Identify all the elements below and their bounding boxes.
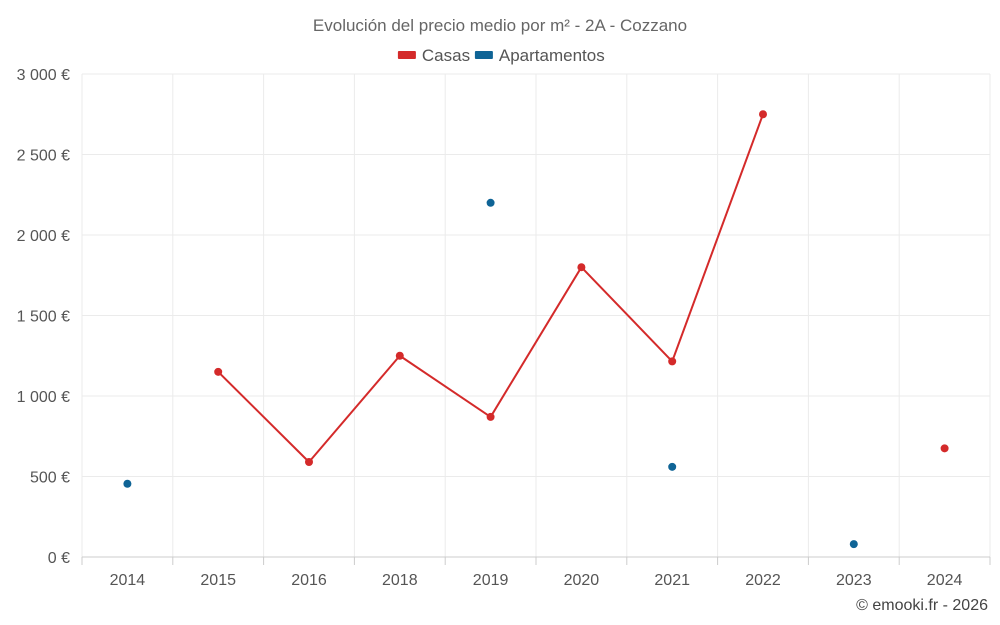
data-point[interactable] (214, 367, 223, 376)
credit-text: © emooki.fr - 2026 (856, 597, 988, 614)
series-line-segment (399, 354, 492, 418)
y-tick-label: 500 € (30, 470, 70, 487)
y-axis: 0 € 500 € 1 000 € 1 500 € 2 000 € 2 500 € 3 00… (17, 67, 70, 567)
x-tick-label: 2023 (836, 572, 872, 589)
data-point[interactable] (395, 351, 404, 360)
series-line-segment (489, 266, 583, 418)
data-point[interactable] (940, 444, 949, 453)
chart-title: Evolución del precio medio por m² - 2A -… (313, 16, 687, 35)
y-tick-label: 1 000 € (17, 389, 70, 406)
x-tick-label: 2014 (110, 572, 146, 589)
y-tick-label: 1 500 € (17, 309, 70, 326)
y-tick-label: 3 000 € (17, 67, 70, 84)
series-line-segment (671, 113, 764, 362)
x-tick-label: 2021 (654, 572, 690, 589)
series-line-segment (308, 355, 401, 463)
x-tick-label: 2018 (382, 572, 418, 589)
data-point[interactable] (305, 458, 313, 467)
x-tick-label: 2022 (745, 572, 781, 589)
y-tick-label: 2 000 € (17, 228, 70, 245)
x-tick-label: 2016 (291, 572, 327, 589)
legend-item[interactable]: Casas (397, 46, 470, 65)
data-point[interactable] (668, 462, 677, 471)
legend-label: Casas (422, 46, 470, 65)
data-point[interactable] (123, 479, 132, 488)
x-tick-label: 2019 (473, 572, 509, 589)
x-tick-label: 2024 (927, 572, 963, 589)
data-point[interactable] (849, 540, 858, 549)
data-point[interactable] (577, 263, 586, 272)
legend-swatch (397, 51, 416, 59)
series-layer (123, 110, 949, 549)
data-point[interactable] (759, 110, 767, 119)
x-tick-label: 2015 (200, 572, 236, 589)
grid-lines (81, 73, 991, 558)
legend-swatch (474, 51, 493, 59)
data-point[interactable] (486, 412, 495, 421)
y-tick-label: 0 € (48, 550, 70, 567)
legend-label: Apartamentos (499, 46, 605, 65)
data-point[interactable] (668, 357, 677, 366)
legend-item[interactable]: Apartamentos (474, 46, 605, 65)
series-line-segment (217, 371, 310, 463)
series-line-segment (580, 266, 673, 363)
data-point[interactable] (486, 198, 495, 207)
x-tick-label: 2020 (564, 572, 600, 589)
y-tick-label: 2 500 € (17, 148, 70, 165)
x-axis: 2014 2015 2016 2018 2019 2020 2021 2022 2023 2024 (81, 556, 991, 589)
legend: Casas Apartamentos (397, 46, 605, 65)
